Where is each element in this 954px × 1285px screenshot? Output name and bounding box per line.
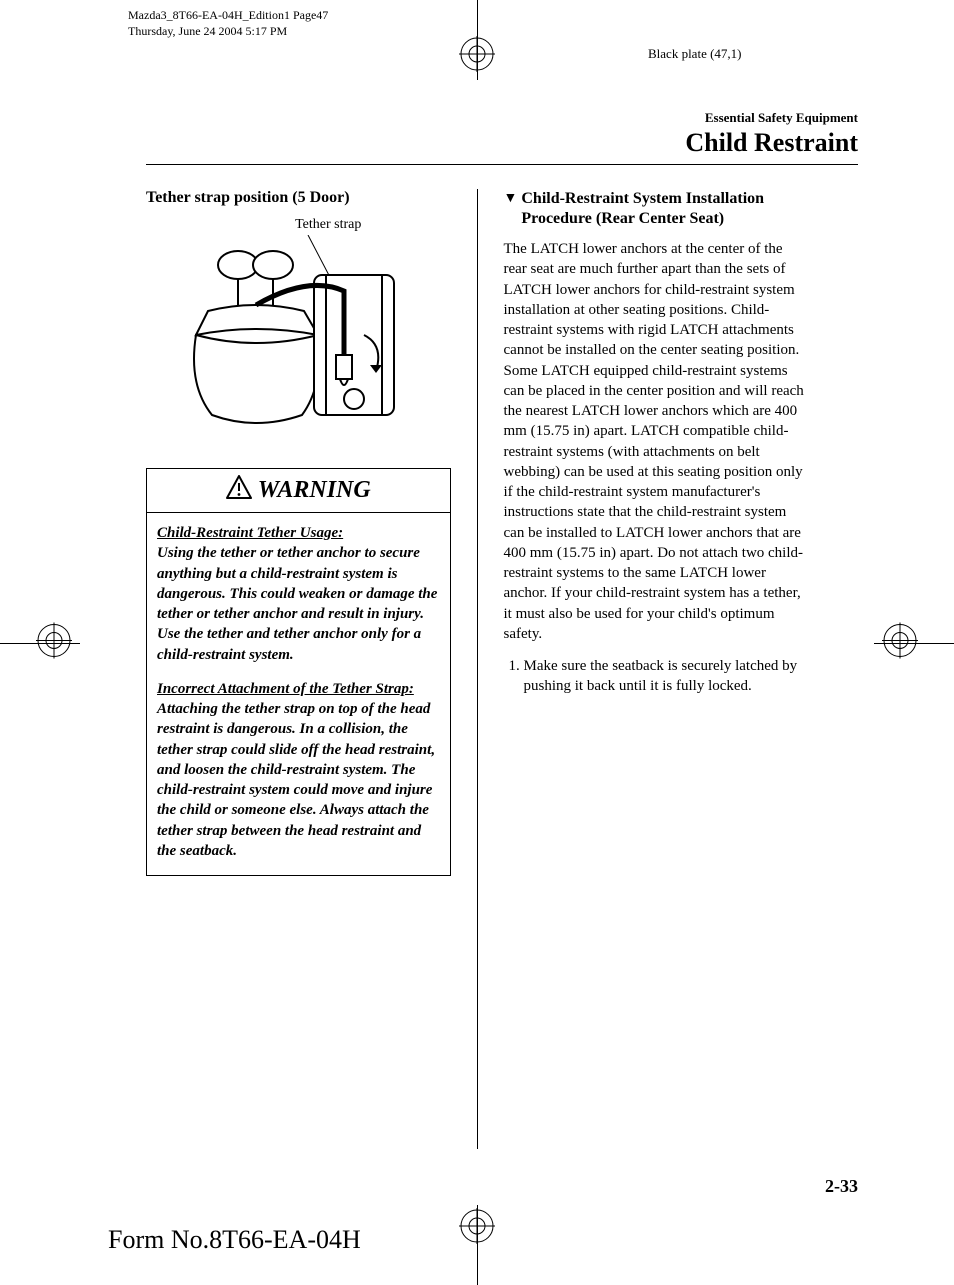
section-marker-icon: ▼ [504, 191, 518, 207]
warning-block-2: Incorrect Attachment of the Tether Strap… [157, 679, 440, 861]
warning-heading-text: WARNING [258, 477, 371, 504]
print-date-line: Thursday, June 24 2004 5:17 PM [128, 24, 328, 40]
warning-block-1: Child-Restraint Tether Usage: Using the … [157, 523, 440, 665]
crop-mark-right-target [882, 622, 918, 663]
figure-tether-strap: Tether strap [146, 217, 451, 440]
warning-heading: WARNING [147, 469, 450, 513]
right-section-title: Child-Restraint System Installation Proc… [521, 189, 808, 229]
content-columns: Tether strap position (5 Door) Tether st… [86, 165, 868, 1149]
crop-mark-left-target [36, 622, 72, 663]
warning-icon [226, 475, 252, 506]
warning-block-2-head: Incorrect Attachment of the Tether Strap… [157, 681, 414, 697]
form-number: Form No.8T66-EA-04H [108, 1225, 361, 1255]
chapter-supertitle: Essential Safety Equipment [86, 110, 858, 126]
procedure-step-1: Make sure the seatback is securely latch… [524, 656, 809, 697]
print-file-line: Mazda3_8T66-EA-04H_Edition1 Page47 [128, 8, 328, 24]
print-header: Mazda3_8T66-EA-04H_Edition1 Page47 Thurs… [128, 8, 328, 39]
crop-mark-top-target [459, 36, 495, 77]
page-frame: Essential Safety Equipment Child Restrai… [86, 80, 868, 1205]
left-section-title: Tether strap position (5 Door) [146, 189, 451, 207]
warning-box: WARNING Child-Restraint Tether Usage: Us… [146, 468, 451, 876]
warning-block-2-body: Attaching the tether strap on top of the… [157, 701, 435, 859]
crop-mark-bottom-target [459, 1208, 495, 1249]
warning-block-1-body: Using the tether or tether anchor to sec… [157, 545, 437, 662]
right-column: ▼ Child-Restraint System Installation Pr… [504, 189, 809, 1149]
right-body-paragraph: The LATCH lower anchors at the center of… [504, 239, 809, 644]
chapter-title: Child Restraint [86, 128, 858, 158]
right-title-row: ▼ Child-Restraint System Installation Pr… [504, 189, 809, 239]
column-divider [477, 189, 478, 1149]
left-column: Tether strap position (5 Door) Tether st… [146, 189, 451, 1149]
procedure-steps: Make sure the seatback is securely latch… [504, 656, 809, 697]
tether-strap-illustration [178, 235, 418, 435]
chapter-header: Essential Safety Equipment Child Restrai… [86, 80, 868, 165]
figure-label: Tether strap [206, 217, 451, 233]
page-number: 2-33 [825, 1176, 858, 1197]
warning-block-1-head: Child-Restraint Tether Usage: [157, 525, 343, 541]
warning-body: Child-Restraint Tether Usage: Using the … [147, 513, 450, 875]
print-plate: Black plate (47,1) [648, 46, 742, 62]
